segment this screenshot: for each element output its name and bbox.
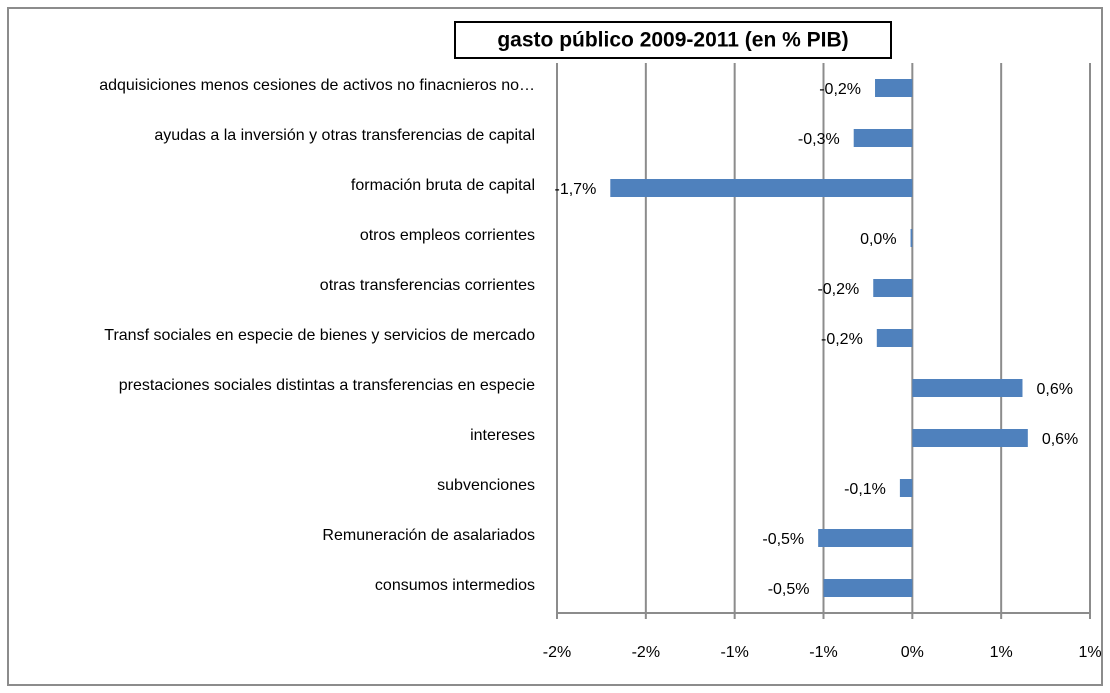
y-tick-label: otros empleos corrientes — [360, 227, 535, 244]
bar — [823, 579, 913, 597]
bar — [873, 279, 913, 297]
bar — [818, 529, 913, 547]
y-tick-label: ayudas a la inversión y otras transferen… — [154, 127, 535, 144]
value-label: 0,6% — [1042, 431, 1078, 448]
chart-border — [7, 7, 1103, 686]
value-label: -0,1% — [844, 481, 886, 498]
y-tick-label: Transf sociales en especie de bienes y s… — [104, 327, 535, 344]
value-label: -0,5% — [768, 581, 810, 598]
title-box — [454, 21, 892, 59]
bar — [876, 329, 913, 347]
x-tick-label: -2% — [543, 644, 571, 661]
value-label: -0,2% — [819, 81, 861, 98]
bar — [875, 79, 913, 97]
x-tick-label: 0% — [901, 644, 924, 661]
bar — [912, 379, 1023, 397]
value-label: 0,0% — [860, 231, 896, 248]
value-label: -0,3% — [798, 131, 840, 148]
y-tick-label: formación bruta de capital — [351, 177, 535, 194]
x-tick-label: 1% — [1078, 644, 1101, 661]
value-label: -0,2% — [821, 331, 863, 348]
y-tick-label: otras transferencias corrientes — [320, 277, 535, 294]
value-label: -0,2% — [817, 281, 859, 298]
value-label: -0,5% — [762, 531, 804, 548]
x-tick-label: -1% — [720, 644, 748, 661]
x-tick-label: 1% — [990, 644, 1013, 661]
value-label: -1,7% — [555, 181, 597, 198]
y-tick-label: Remuneración de asalariados — [322, 527, 535, 544]
bar — [610, 179, 913, 197]
y-tick-label: prestaciones sociales distintas a transf… — [119, 377, 535, 394]
x-tick-label: -2% — [632, 644, 660, 661]
y-tick-label: consumos intermedios — [375, 577, 535, 594]
value-label: 0,6% — [1036, 381, 1072, 398]
chart-title: gasto público 2009-2011 (en % PIB) — [497, 29, 848, 52]
y-tick-label: adquisiciones menos cesiones de activos … — [99, 77, 535, 94]
bar — [853, 129, 913, 147]
bar — [910, 229, 913, 247]
x-tick-label: -1% — [809, 644, 837, 661]
y-tick-label: subvenciones — [437, 477, 535, 494]
y-tick-label: intereses — [470, 427, 535, 444]
bar — [899, 479, 913, 497]
bar — [912, 429, 1028, 447]
